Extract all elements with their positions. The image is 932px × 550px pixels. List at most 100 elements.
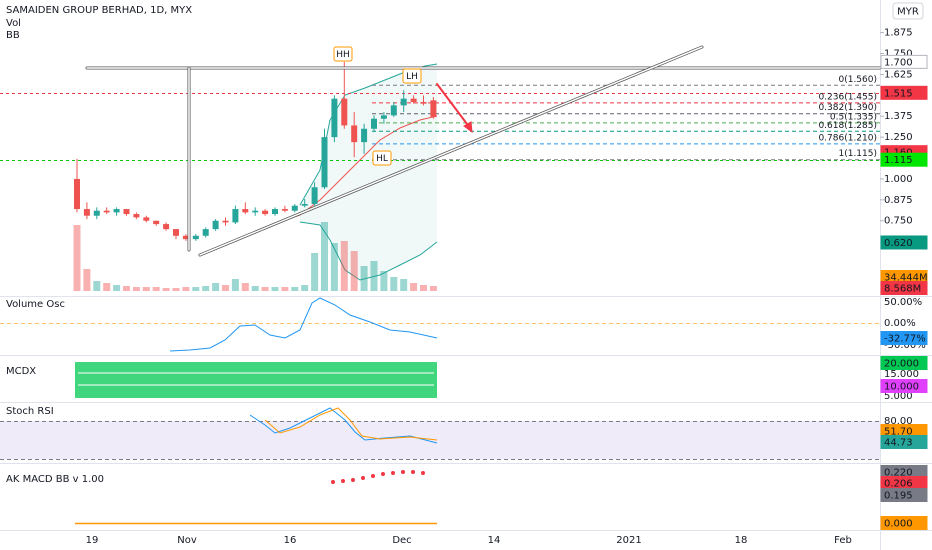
price-tag-label: 0.620 <box>884 238 913 249</box>
price-tag <box>880 54 928 69</box>
price-tag-label: 1.700 <box>884 57 913 68</box>
candle-body <box>430 100 437 118</box>
y-tick-label: 1.625 <box>884 69 913 80</box>
price-tag <box>880 152 928 167</box>
mcdx-bars <box>75 362 437 398</box>
price-tag <box>880 281 928 295</box>
candle-body <box>242 209 249 213</box>
volume-bar <box>370 261 378 291</box>
candle-body <box>143 217 150 221</box>
volume-bar <box>132 287 140 291</box>
annotation: HH <box>336 50 350 60</box>
bb-lower <box>299 221 438 281</box>
x-tick-label: Feb <box>834 535 852 546</box>
volume-bar <box>152 287 160 291</box>
price-tag-label: 20.000 <box>884 359 919 370</box>
price-tag <box>880 435 928 449</box>
candle-body <box>192 235 199 240</box>
candle-body <box>311 187 318 205</box>
annotation-box <box>402 68 422 84</box>
pane-title: Stoch RSI <box>6 406 54 417</box>
candle-body <box>301 204 308 206</box>
candle-body <box>380 115 387 119</box>
candle-body <box>163 224 170 230</box>
price-tag-label: 0.206 <box>884 479 913 490</box>
candle-body <box>390 105 397 116</box>
volume-bar <box>360 266 368 291</box>
volume-bar <box>73 225 81 291</box>
annotation: HL <box>376 154 388 164</box>
volume-bar <box>271 287 279 291</box>
y-tick-label: 1.000 <box>884 174 913 185</box>
mcdx-lines <box>78 372 434 386</box>
volume-bar <box>380 271 388 291</box>
price-tag-label: 0.000 <box>884 519 913 530</box>
currency[interactable]: MYR <box>897 7 919 18</box>
volume-bar <box>410 283 418 291</box>
price-tag-label: 0.220 <box>884 468 913 479</box>
currency-box[interactable] <box>892 2 924 20</box>
volume-bar <box>93 281 101 291</box>
annotation-box <box>372 150 392 166</box>
candle-body <box>262 210 269 215</box>
volume-bar <box>330 243 338 291</box>
volume-bar <box>103 283 111 291</box>
pane-title: MCDX <box>6 366 36 377</box>
volume-bar <box>212 283 220 291</box>
price-tag-label: 8.568M <box>884 284 921 295</box>
volume-bar <box>390 277 398 291</box>
volume-bar <box>311 253 319 291</box>
pane-tick-label: 0.00% <box>884 318 916 329</box>
fib-label: 0.5(1.335) <box>830 112 877 122</box>
volume-bar <box>123 286 130 291</box>
indicator-label: Vol <box>6 18 21 29</box>
candle-body <box>410 98 417 103</box>
candle-body <box>153 220 160 225</box>
candle-body <box>272 209 278 215</box>
y-tick-label: 1.250 <box>884 132 913 143</box>
y-tick-label: 0.875 <box>884 195 913 206</box>
annotation-box <box>333 46 353 62</box>
price-tag <box>880 331 928 345</box>
volume-bar <box>142 287 150 291</box>
volume-bar <box>231 279 239 291</box>
fib-label: 0.786(1.210) <box>818 133 877 143</box>
x-tick-label: Nov <box>177 535 197 546</box>
volume-bar <box>182 287 190 291</box>
pane-tick-label: 15.000 <box>884 369 919 380</box>
volume-bar <box>113 285 121 291</box>
x-tick-label: 16 <box>284 535 297 546</box>
volume-bar <box>202 286 210 291</box>
candle-body <box>321 137 328 188</box>
price-tag-label: -32.77% <box>884 334 926 345</box>
price-tag-label: 10.000 <box>884 382 919 393</box>
x-tick-label: 18 <box>735 535 748 546</box>
fib-label: 1(1.115) <box>838 149 877 159</box>
drawings <box>85 45 882 257</box>
candle-body <box>252 210 259 213</box>
price-tag <box>880 379 928 393</box>
price-tag-label: 1.115 <box>884 155 913 166</box>
pane-title: AK MACD BB v 1.00 <box>6 474 104 485</box>
price-tag-label: 0.195 <box>884 491 913 502</box>
fib-label: 0.236(1.455) <box>818 92 877 102</box>
candle-body <box>133 214 140 218</box>
macd-dots <box>331 470 425 484</box>
volume-bar <box>251 286 259 291</box>
pane-tick-label: 5.000 <box>884 391 913 402</box>
candle-body <box>222 220 229 223</box>
x-tick-label: 14 <box>488 535 501 546</box>
volume-bar <box>301 285 309 291</box>
price-tag <box>880 85 928 100</box>
price-tag <box>880 488 928 502</box>
candle-body <box>182 235 189 240</box>
x-tick-label: Dec <box>392 535 411 546</box>
candle-body <box>123 209 130 215</box>
x-tick-label: 2021 <box>616 535 641 546</box>
volume-bar <box>429 286 437 291</box>
candle-body <box>202 229 209 236</box>
candle-body <box>331 98 338 138</box>
candle-body <box>83 209 90 216</box>
candle-body <box>420 102 427 104</box>
volume-bar <box>83 269 91 291</box>
